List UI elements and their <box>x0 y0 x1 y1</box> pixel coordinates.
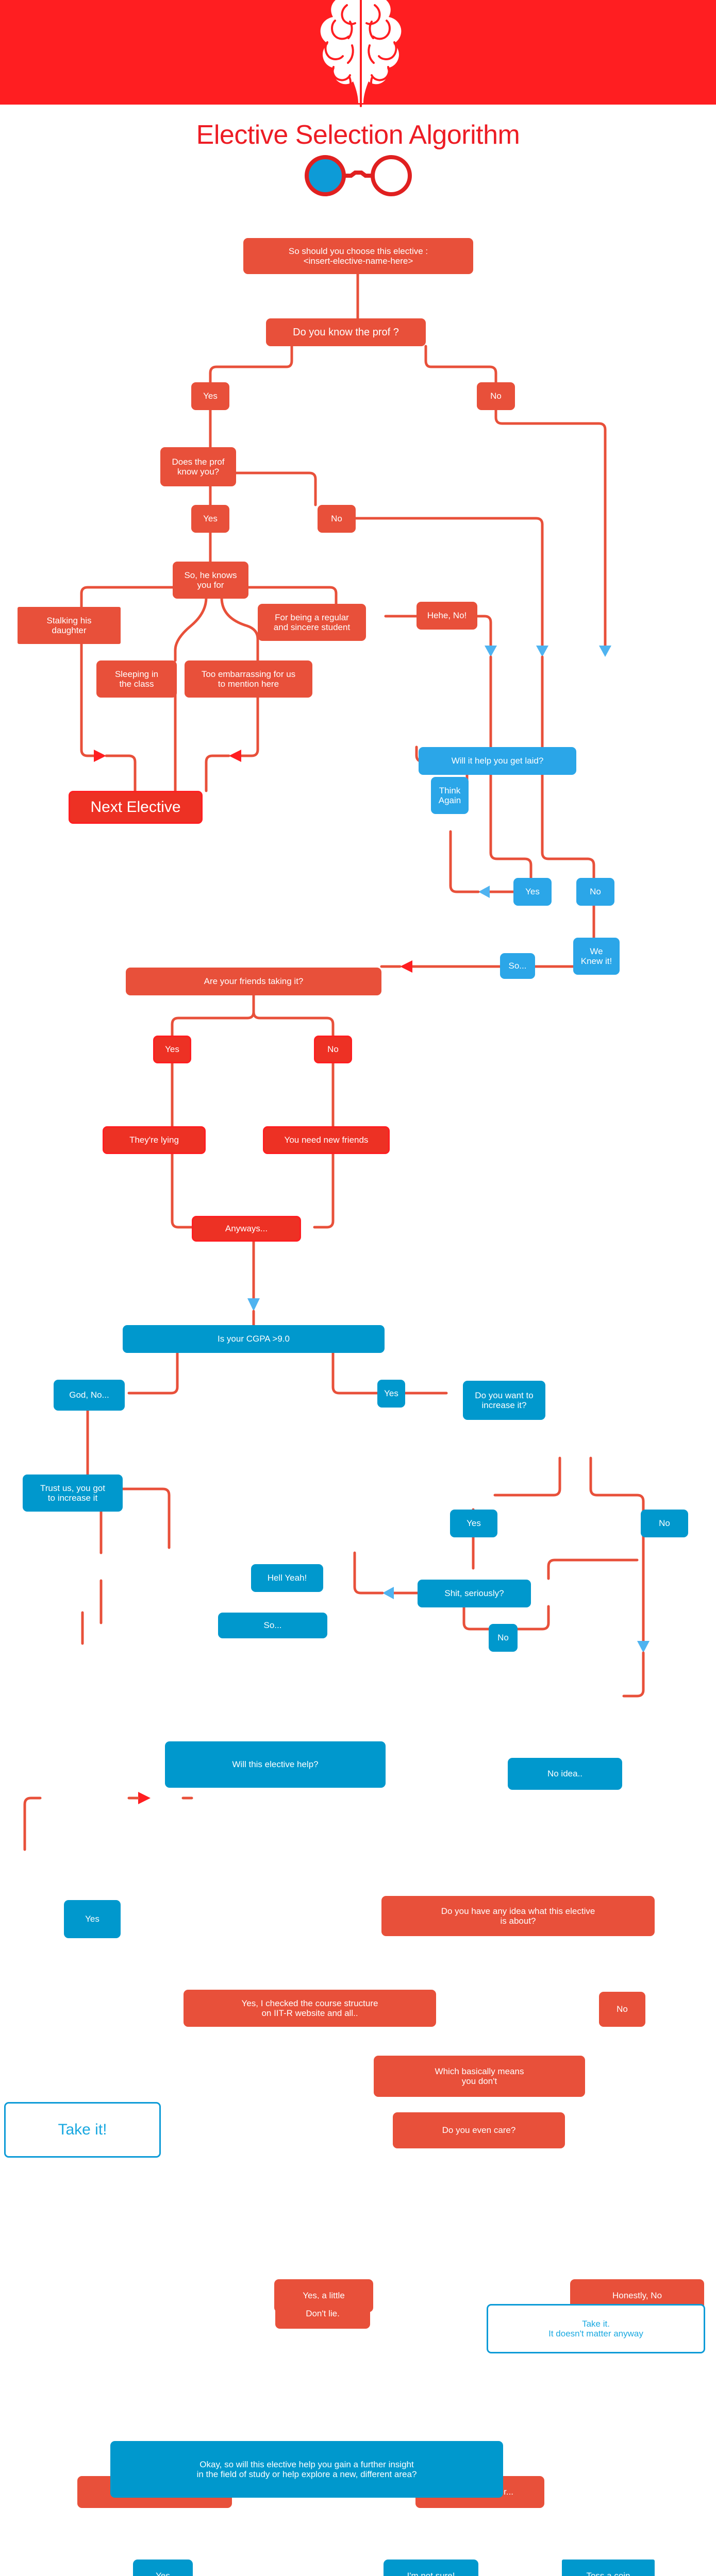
node-no-idea[interactable]: No idea.. <box>508 1758 622 1790</box>
glasses-icon <box>305 155 412 196</box>
node-basically-means[interactable]: Which basically means you don't <box>374 2056 585 2097</box>
node-prof-knows-yes[interactable]: Yes <box>191 505 229 533</box>
node-start[interactable]: So should you choose this elective : <in… <box>243 238 473 274</box>
node-sleeping-in-class[interactable]: Sleeping in the class <box>96 660 177 698</box>
node-know-prof-yes[interactable]: Yes <box>191 382 229 410</box>
node-take-it-1[interactable]: Take it! <box>4 2102 161 2158</box>
node-regular-student[interactable]: For being a regular and sincere student <box>258 604 366 641</box>
node-shit-seriously[interactable]: Shit, seriously? <box>418 1580 531 1607</box>
node-think-again[interactable]: Think Again <box>431 777 469 814</box>
node-increase-no[interactable]: No <box>641 1510 688 1537</box>
node-stalking-daughter[interactable]: Stalking his daughter <box>18 607 121 644</box>
node-know-prof[interactable]: Do you know the prof ? <box>266 318 426 346</box>
node-laid-yes[interactable]: Yes <box>513 878 552 906</box>
node-friends-yes[interactable]: Yes <box>153 1036 191 1063</box>
node-even-care[interactable]: Do you even care? <box>393 2112 565 2148</box>
node-too-embarrassing[interactable]: Too embarrassing for us to mention here <box>185 660 312 698</box>
node-shit-no[interactable]: No <box>489 1624 518 1652</box>
node-prof-knows-no[interactable]: No <box>318 505 356 533</box>
node-help-yes[interactable]: Yes <box>64 1900 121 1938</box>
page-title: Elective Selection Algorithm <box>196 120 520 150</box>
node-so-1[interactable]: So... <box>500 953 535 979</box>
node-insight-yes[interactable]: Yes <box>133 2560 193 2576</box>
node-dont-lie[interactable]: Don't lie. <box>275 2299 370 2329</box>
node-need-new-friends[interactable]: You need new friends <box>263 1126 390 1154</box>
node-trust-us[interactable]: Trust us, you got to increase it <box>23 1475 123 1512</box>
node-elective-help[interactable]: Will this elective help? <box>165 1741 386 1788</box>
node-we-knew-it[interactable]: We Knew it! <box>573 938 620 975</box>
node-take-it-2[interactable]: Take it. It doesn't matter anyway <box>487 2304 705 2353</box>
node-theyre-lying[interactable]: They're lying <box>103 1126 206 1154</box>
node-increase-it[interactable]: Do you want to increase it? <box>463 1381 545 1420</box>
node-so-2[interactable]: So... <box>218 1613 327 1638</box>
node-prof-knows-you[interactable]: Does the prof know you? <box>160 447 236 486</box>
node-hehe-no[interactable]: Hehe, No! <box>417 602 477 630</box>
node-next-elective-1[interactable]: Next Elective <box>69 791 203 824</box>
node-know-prof-no[interactable]: No <box>477 382 515 410</box>
node-anyways[interactable]: Anyways... <box>192 1216 301 1242</box>
node-toss-coin[interactable]: Toss a coin <box>562 2560 655 2576</box>
node-cgpa[interactable]: Is your CGPA >9.0 <box>123 1325 385 1353</box>
node-insight-question[interactable]: Okay, so will this elective help you gai… <box>110 2441 503 2498</box>
node-idea-no[interactable]: No <box>599 1992 645 2027</box>
node-hell-yeah[interactable]: Hell Yeah! <box>251 1564 323 1592</box>
node-friends-taking[interactable]: Are your friends taking it? <box>126 968 381 995</box>
node-god-no[interactable]: God, No... <box>54 1380 125 1411</box>
node-checked-course[interactable]: Yes, I checked the course structure on I… <box>184 1990 436 2027</box>
node-laid-no[interactable]: No <box>576 878 614 906</box>
brain-icon <box>320 0 402 107</box>
node-knows-you-for[interactable]: So, he knows you for <box>173 562 248 599</box>
node-get-laid[interactable]: Will it help you get laid? <box>419 747 576 775</box>
node-not-sure[interactable]: I'm not sure! <box>384 2560 478 2576</box>
node-any-idea[interactable]: Do you have any idea what this elective … <box>381 1896 655 1936</box>
node-increase-yes[interactable]: Yes <box>450 1510 497 1537</box>
node-cgpa-yes[interactable]: Yes <box>377 1380 405 1408</box>
node-friends-no[interactable]: No <box>314 1036 352 1063</box>
